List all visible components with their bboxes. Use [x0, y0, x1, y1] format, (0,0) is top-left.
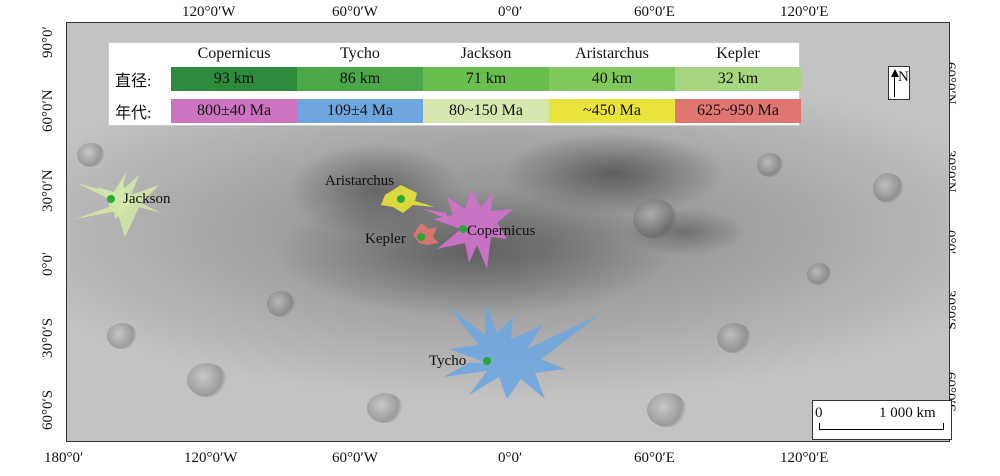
jackson-rays — [75, 171, 161, 237]
kepler-label: Kepler — [365, 231, 406, 247]
lon-label-bottom-60w: 60°0′W — [332, 450, 378, 466]
lat-label-left-30n: 30°0′N — [40, 169, 56, 212]
legend-age-kepler: 625~950 Ma — [675, 99, 801, 123]
crater-texture — [757, 153, 783, 177]
scale-left-tick — [819, 423, 820, 430]
copernicus-label: Copernicus — [467, 223, 536, 239]
lon-label-top-120w: 120°0′W — [182, 4, 236, 20]
legend-diameter-kepler: 32 km — [675, 67, 801, 91]
lon-label-top-120e: 120°0′E — [780, 4, 829, 20]
legend-header-tycho: Tycho — [340, 45, 380, 62]
copernicus-rays — [423, 189, 513, 269]
crater-texture — [77, 143, 105, 167]
legend-age-jackson: 80~150 Ma — [423, 99, 549, 123]
crater-texture — [267, 291, 295, 317]
lon-label-bottom-180: 180°0′ — [44, 450, 84, 466]
lat-label-left-90: 90°0′ — [40, 26, 56, 58]
legend-header-jackson: Jackson — [460, 45, 512, 62]
lat-label-left-0: 0°0′ — [40, 251, 56, 276]
crater-texture — [187, 363, 227, 397]
legend-age-aristarchus: ~450 Ma — [549, 99, 675, 123]
kepler-center-dot — [417, 233, 425, 241]
north-arrow-line — [894, 73, 895, 97]
tycho-center-dot — [483, 357, 491, 365]
lon-label-bottom-0: 0°0′ — [498, 450, 523, 466]
scale-start-label: 0 — [815, 405, 823, 421]
jackson-label: Jackson — [123, 191, 171, 207]
lon-label-top-0: 0°0′ — [498, 4, 523, 20]
legend-age-row-label: 年代: — [115, 105, 152, 122]
aristarchus-label: Aristarchus — [325, 173, 395, 189]
crater-texture — [107, 323, 137, 349]
scale-bar: 0 1 000 km — [812, 400, 952, 440]
aristarchus-rays — [381, 185, 435, 213]
crater-texture — [633, 199, 677, 239]
lat-label-left-60n: 60°0′N — [40, 89, 56, 132]
jackson-center-dot — [107, 195, 115, 203]
legend-diameter-aristarchus: 40 km — [549, 67, 675, 91]
aristarchus-center-dot — [397, 195, 405, 203]
lat-label-left-30s: 30°0′S — [40, 317, 56, 358]
legend-header-copernicus: Copernicus — [197, 45, 271, 62]
legend-diameter-copernicus: 93 km — [171, 67, 297, 91]
legend-age-copernicus: 800±40 Ma — [171, 99, 297, 123]
legend-diameter-jackson: 71 km — [423, 67, 549, 91]
legend-diameter-tycho: 86 km — [297, 67, 423, 91]
lat-label-left-60s: 60°0′S — [40, 389, 56, 430]
north-arrow-icon: N — [888, 66, 910, 100]
legend-age-tycho: 109±4 Ma — [297, 99, 423, 123]
scale-right-tick — [943, 423, 944, 430]
lon-label-bottom-120e: 120°0′E — [780, 450, 829, 466]
legend-header-kepler: Kepler — [716, 45, 760, 62]
lon-label-top-60e: 60°0′E — [634, 4, 675, 20]
crater-texture — [807, 263, 831, 285]
north-label: N — [898, 69, 909, 85]
crater-texture — [647, 393, 687, 427]
legend-header-aristarchus: Aristarchus — [575, 45, 649, 62]
legend-panel: Copernicus Tycho Jackson Aristarchus Kep… — [108, 42, 801, 126]
copernicus-center-dot — [459, 225, 467, 233]
tycho-rays — [443, 301, 599, 399]
legend-diameter-row-label: 直径: — [115, 73, 152, 90]
scale-line — [819, 429, 943, 430]
lon-label-bottom-120w: 120°0′W — [184, 450, 238, 466]
crater-texture — [717, 323, 751, 353]
lon-label-top-60w: 60°0′W — [332, 4, 378, 20]
lon-label-bottom-60e: 60°0′E — [634, 450, 675, 466]
crater-texture — [367, 393, 403, 423]
tycho-label: Tycho — [429, 353, 467, 369]
scale-end-label: 1 000 km — [879, 405, 936, 421]
crater-texture — [873, 173, 903, 203]
north-arrow-head — [891, 69, 899, 77]
